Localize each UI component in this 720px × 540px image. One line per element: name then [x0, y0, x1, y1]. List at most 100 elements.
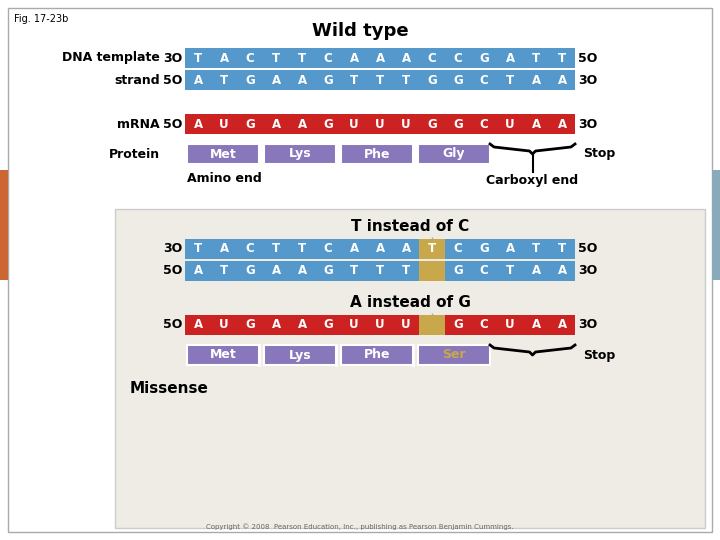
Text: G: G [427, 118, 437, 131]
Text: A: A [297, 118, 307, 131]
Text: Ser: Ser [442, 348, 466, 361]
Text: A: A [220, 242, 228, 255]
FancyBboxPatch shape [419, 261, 445, 281]
FancyBboxPatch shape [115, 209, 705, 528]
Text: G: G [427, 73, 437, 86]
Text: A: A [531, 265, 541, 278]
Text: T: T [350, 265, 358, 278]
Text: G: G [479, 51, 489, 64]
FancyBboxPatch shape [187, 345, 259, 365]
Text: A: A [194, 118, 202, 131]
Text: Gly: Gly [443, 147, 465, 160]
Text: A: A [271, 265, 281, 278]
Text: T: T [220, 73, 228, 86]
Text: Protein: Protein [109, 147, 160, 160]
Text: G: G [323, 319, 333, 332]
FancyBboxPatch shape [185, 261, 575, 281]
Text: A: A [531, 118, 541, 131]
Text: G: G [245, 319, 255, 332]
Text: T: T [376, 265, 384, 278]
Text: G: G [453, 265, 463, 278]
FancyBboxPatch shape [0, 170, 8, 280]
Text: Wild type: Wild type [312, 22, 408, 40]
Text: T: T [272, 51, 280, 64]
FancyBboxPatch shape [185, 239, 575, 259]
Text: 3O: 3O [578, 319, 598, 332]
Text: T: T [532, 242, 540, 255]
Text: G: G [323, 118, 333, 131]
FancyBboxPatch shape [712, 170, 720, 280]
Text: U: U [349, 319, 359, 332]
Text: C: C [454, 242, 462, 255]
Text: A: A [271, 319, 281, 332]
Text: Lys: Lys [289, 348, 311, 361]
Text: A: A [194, 319, 202, 332]
Text: T: T [298, 51, 306, 64]
Text: A: A [194, 73, 202, 86]
Text: A: A [557, 73, 567, 86]
Text: 3O: 3O [578, 118, 598, 131]
Text: T: T [428, 242, 436, 255]
Text: T: T [402, 73, 410, 86]
Text: G: G [453, 118, 463, 131]
Text: G: G [479, 242, 489, 255]
FancyBboxPatch shape [419, 239, 445, 259]
Text: U: U [375, 118, 384, 131]
Text: A: A [375, 51, 384, 64]
Text: 3O: 3O [578, 265, 598, 278]
Text: A: A [349, 242, 359, 255]
Text: Lys: Lys [289, 147, 311, 160]
Text: U: U [349, 118, 359, 131]
Text: DNA template: DNA template [62, 51, 160, 64]
Text: T: T [376, 73, 384, 86]
Text: G: G [453, 73, 463, 86]
Text: strand: strand [114, 73, 160, 86]
Text: C: C [480, 73, 488, 86]
Text: 3O: 3O [578, 73, 598, 86]
Text: C: C [246, 242, 254, 255]
Text: Stop: Stop [583, 147, 616, 160]
Text: A: A [402, 51, 410, 64]
Text: G: G [453, 319, 463, 332]
Text: T: T [298, 242, 306, 255]
FancyBboxPatch shape [185, 48, 575, 68]
Text: C: C [323, 51, 333, 64]
Text: G: G [323, 73, 333, 86]
Text: Met: Met [210, 348, 236, 361]
Text: A instead of G: A instead of G [350, 295, 470, 310]
Text: U: U [505, 118, 515, 131]
Text: Stop: Stop [583, 348, 616, 361]
Text: Missense: Missense [130, 381, 209, 396]
Text: U: U [401, 118, 411, 131]
Text: 5O: 5O [163, 265, 182, 278]
Text: C: C [480, 319, 488, 332]
Text: A: A [428, 265, 436, 278]
Text: Fig. 17-23b: Fig. 17-23b [14, 14, 68, 24]
Text: Met: Met [210, 147, 236, 160]
Text: A: A [220, 51, 228, 64]
Text: T: T [506, 265, 514, 278]
Text: A: A [505, 242, 515, 255]
FancyBboxPatch shape [185, 114, 575, 134]
Text: A: A [505, 51, 515, 64]
Text: A: A [375, 242, 384, 255]
FancyBboxPatch shape [185, 70, 575, 90]
Text: A: A [531, 319, 541, 332]
Text: A: A [557, 265, 567, 278]
Text: 5O: 5O [578, 242, 598, 255]
Text: T: T [558, 51, 566, 64]
Text: T: T [532, 51, 540, 64]
Text: T: T [194, 242, 202, 255]
Text: A: A [531, 73, 541, 86]
Text: C: C [454, 51, 462, 64]
Text: T: T [506, 73, 514, 86]
Text: T: T [272, 242, 280, 255]
FancyBboxPatch shape [341, 144, 413, 164]
FancyBboxPatch shape [264, 144, 336, 164]
Text: A: A [297, 73, 307, 86]
Text: Carboxyl end: Carboxyl end [487, 174, 579, 187]
Text: A: A [428, 319, 436, 332]
Text: G: G [245, 73, 255, 86]
Text: Phe: Phe [364, 147, 390, 160]
Text: A: A [402, 242, 410, 255]
